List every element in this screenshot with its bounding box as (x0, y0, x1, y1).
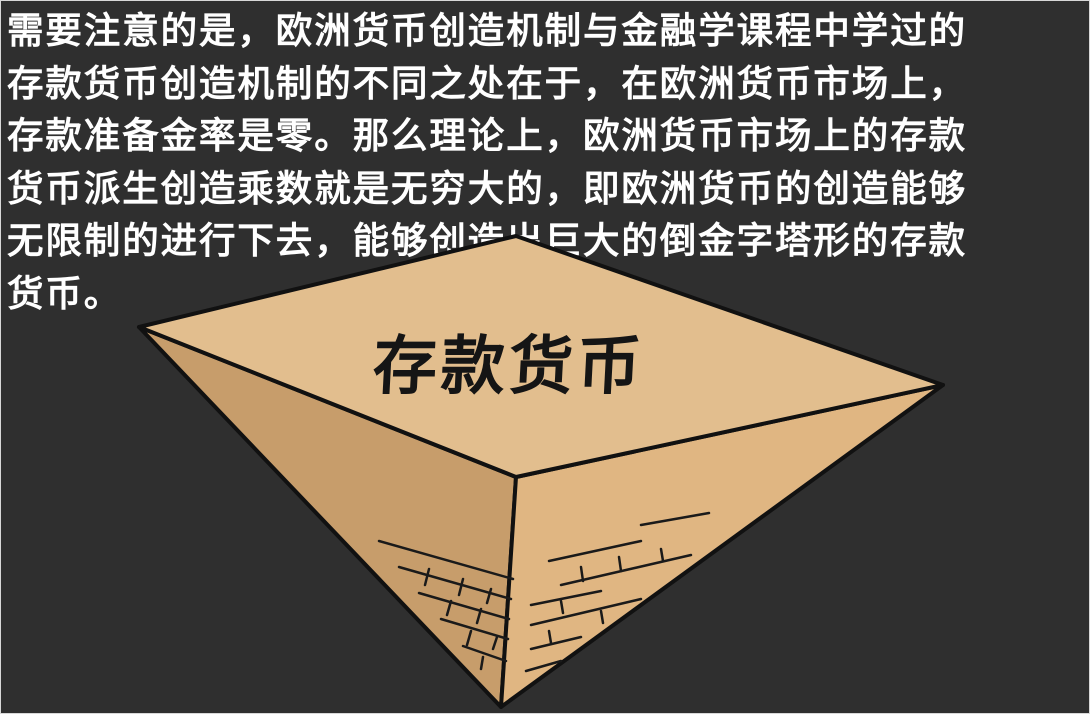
left-face-bricks (377, 539, 515, 671)
pyramid-top-face (137, 234, 945, 479)
right-face-bricks (524, 511, 711, 673)
pyramid-label: 存款货币 (371, 330, 647, 404)
